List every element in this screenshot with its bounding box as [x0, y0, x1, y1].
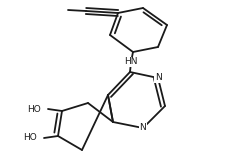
Text: HN: HN: [124, 57, 138, 67]
Text: HO: HO: [23, 133, 37, 143]
Text: HO: HO: [27, 105, 41, 114]
Text: N: N: [155, 73, 161, 82]
Text: N: N: [140, 124, 146, 133]
